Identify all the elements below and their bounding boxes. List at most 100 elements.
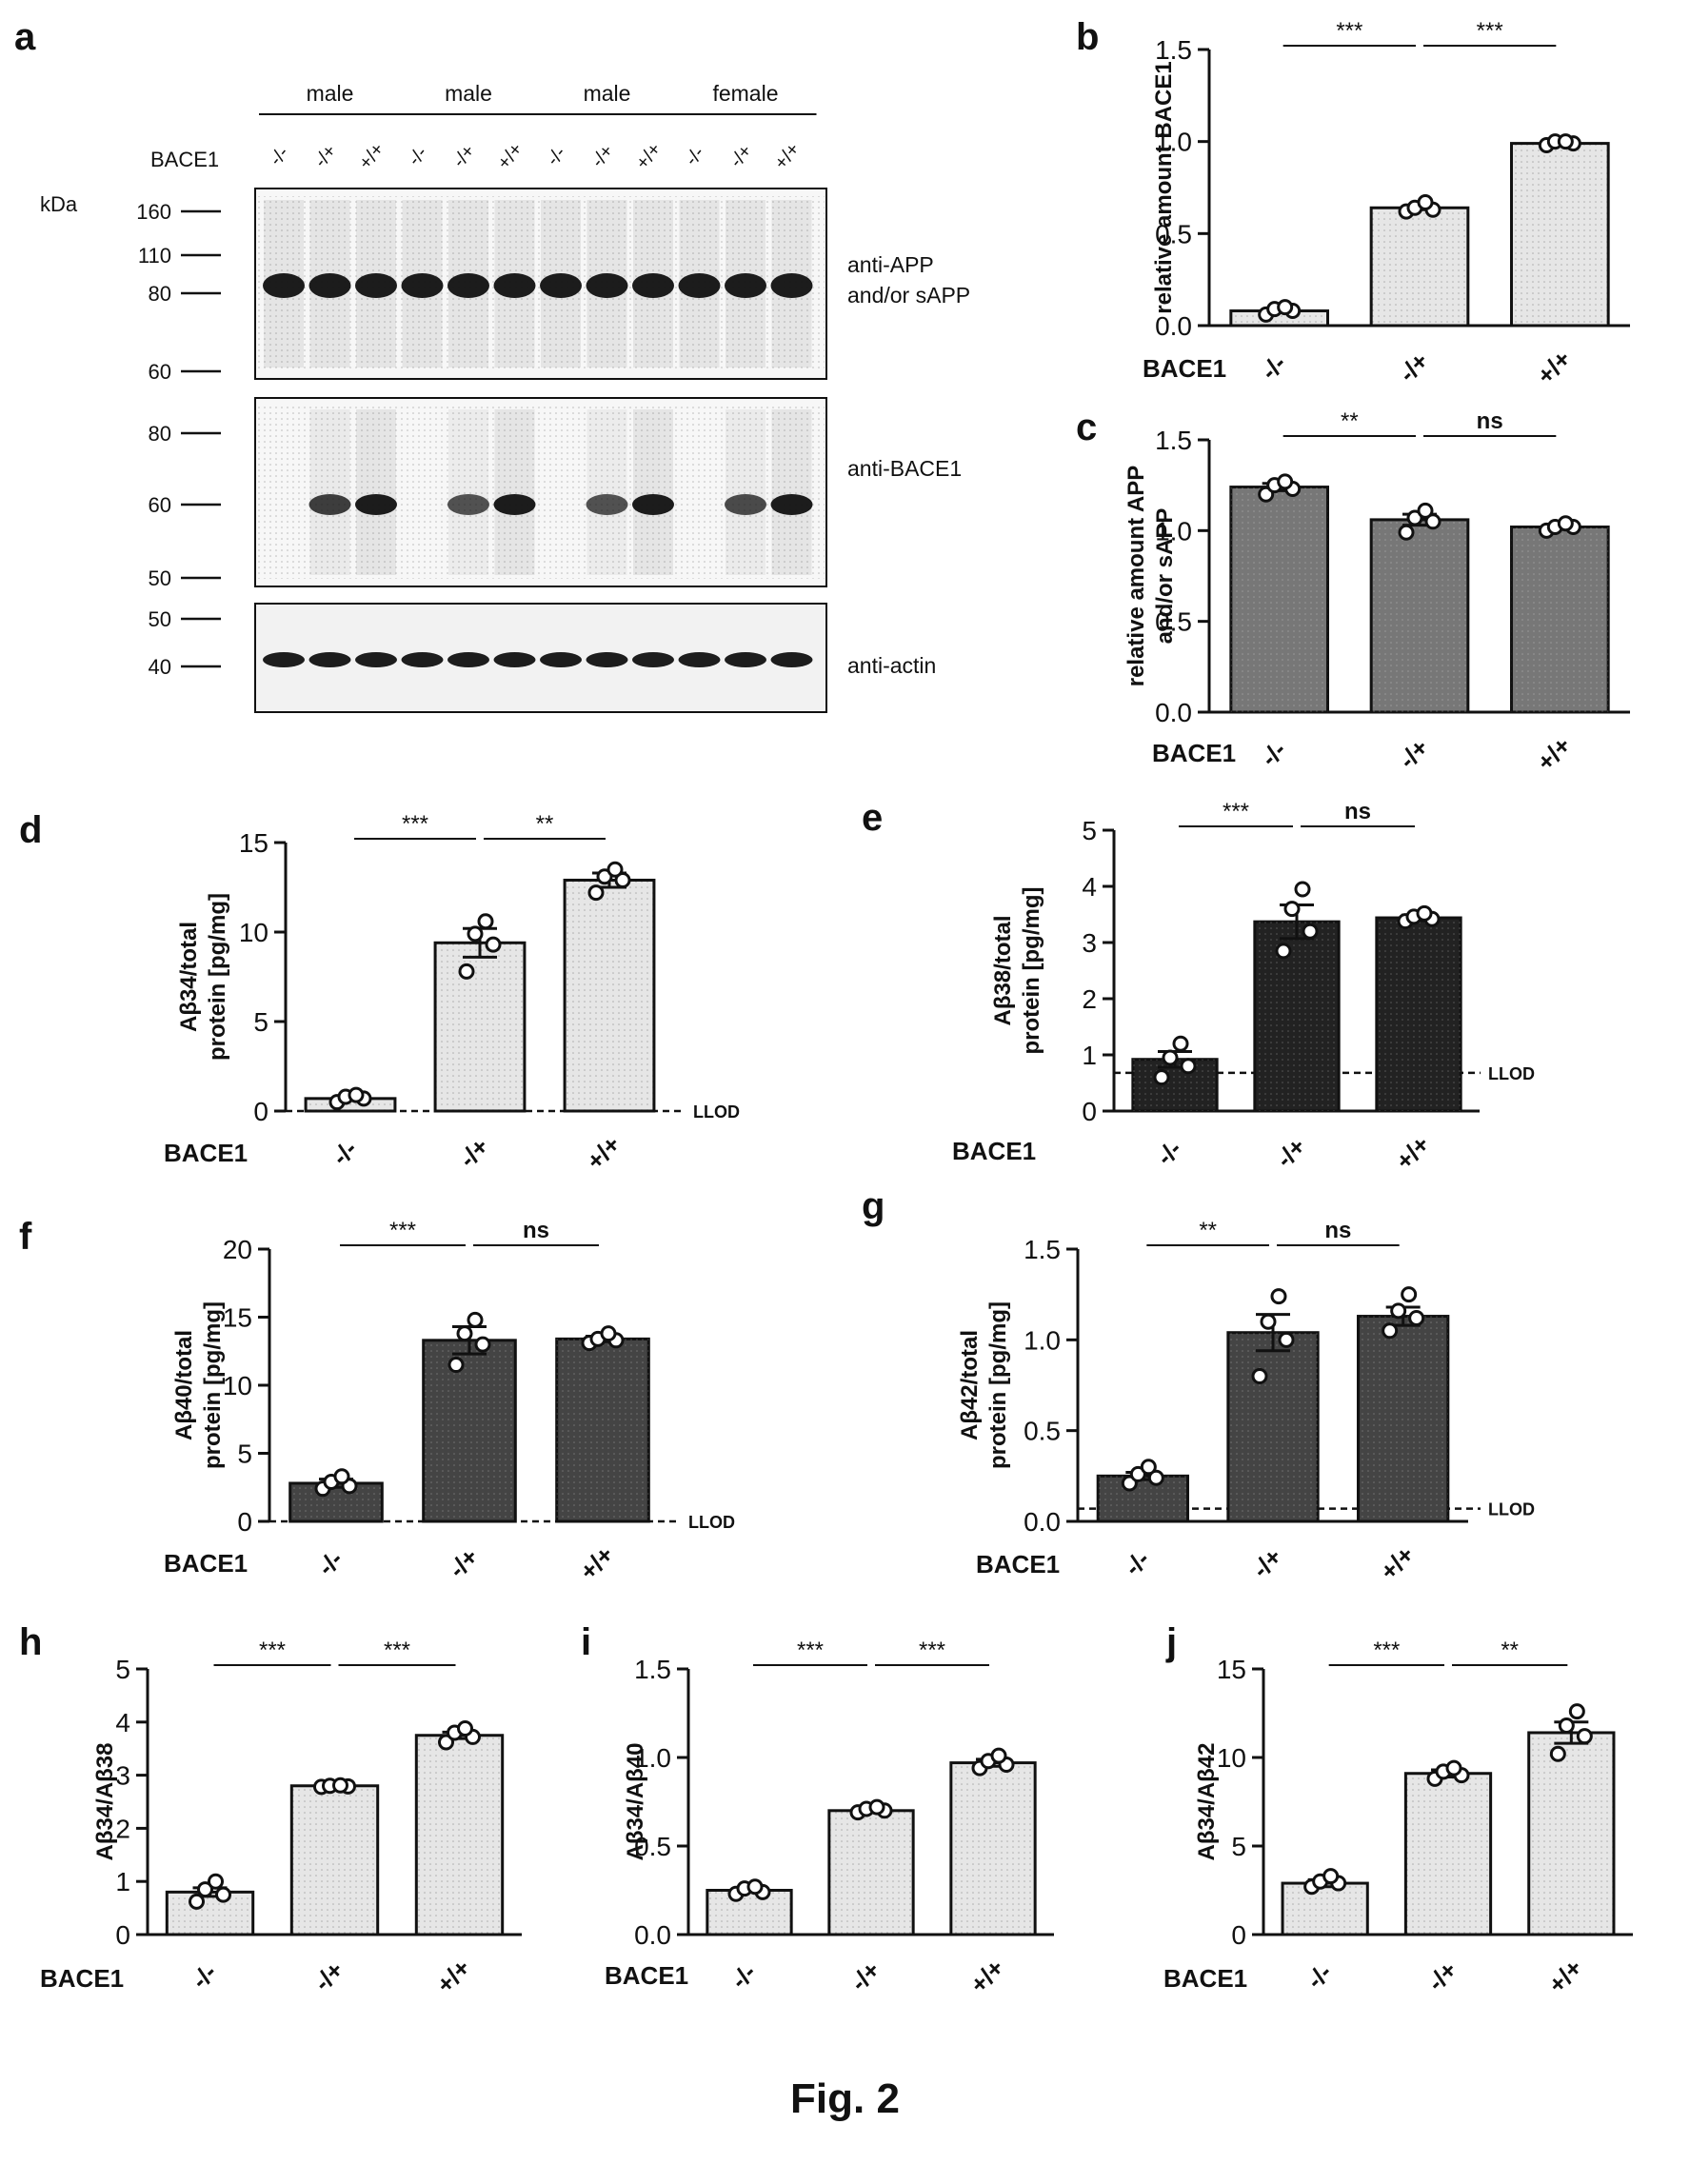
data-point bbox=[447, 1357, 465, 1374]
marker-label: 40 bbox=[149, 655, 171, 679]
blot-band bbox=[263, 652, 305, 667]
bar-texture bbox=[435, 943, 525, 1111]
y-axis-label-line: Aβ34/Aβ38 bbox=[92, 1742, 118, 1860]
bar-texture bbox=[1282, 1883, 1368, 1935]
antibody-label: anti-APP bbox=[847, 252, 934, 277]
x-tick-label: +/+ bbox=[1531, 345, 1577, 390]
y-tick-label: 3 bbox=[1082, 928, 1097, 958]
data-point bbox=[1283, 901, 1301, 918]
data-point bbox=[1277, 299, 1294, 316]
significance-label: ** bbox=[1199, 1218, 1217, 1243]
blot-band bbox=[540, 652, 582, 667]
x-tick-label: -/+ bbox=[845, 1956, 885, 1996]
x-tick-label: -/- bbox=[725, 1957, 762, 1995]
significance-label: ns bbox=[1344, 799, 1371, 824]
chart-panel-i: i 0.0 0.5 1.0 1.5 Aβ34/Aβ40 -/- -/+ +/+ BACE1 *** *… bbox=[581, 1621, 1054, 1999]
y-tick-label: 0.5 bbox=[634, 1832, 671, 1861]
y-tick-label: 0 bbox=[253, 1097, 268, 1126]
data-point bbox=[467, 925, 484, 943]
bar-texture bbox=[1371, 208, 1468, 326]
blot-band bbox=[586, 273, 628, 298]
lane-genotype-label: -/- bbox=[543, 143, 570, 170]
y-axis-label-line: Aβ40/total bbox=[171, 1330, 197, 1440]
data-point bbox=[197, 1881, 213, 1898]
x-tick-label: -/- bbox=[311, 1544, 348, 1581]
blot-band bbox=[770, 652, 813, 667]
chart-panel-f: f 0 5 10 15 20 Aβ40/total protein [pg/mg] LLOD -/… bbox=[19, 1216, 735, 1586]
data-point bbox=[456, 1325, 473, 1342]
data-point bbox=[746, 1878, 764, 1896]
y-tick-label: 4 bbox=[1082, 872, 1097, 902]
blot-band bbox=[447, 494, 489, 515]
x-axis-label: BACE1 bbox=[40, 1964, 124, 1993]
bar-texture bbox=[416, 1735, 503, 1935]
x-axis-label: BACE1 bbox=[1143, 354, 1226, 383]
y-tick-label: 1.0 bbox=[1024, 1325, 1061, 1355]
y-axis-label: Aβ34/Aβ38 bbox=[92, 1742, 118, 1860]
blot-band bbox=[725, 652, 766, 667]
data-point bbox=[333, 1468, 350, 1485]
y-tick-label: 5 bbox=[253, 1007, 268, 1037]
y-tick-label: 0.0 bbox=[1024, 1507, 1061, 1537]
y-axis-label-line: protein [pg/mg] bbox=[200, 1301, 226, 1469]
bar-texture bbox=[1371, 519, 1468, 712]
y-tick-label: 0.0 bbox=[634, 1920, 671, 1950]
bar-texture bbox=[1511, 526, 1609, 712]
kda-label: kDa bbox=[40, 192, 78, 216]
blot-band bbox=[725, 494, 766, 515]
data-point bbox=[1424, 513, 1441, 530]
blot-band bbox=[401, 273, 444, 298]
data-point bbox=[1147, 1469, 1164, 1486]
data-point bbox=[1408, 1309, 1425, 1326]
antibody-label: anti-BACE1 bbox=[847, 456, 962, 481]
y-tick-label: 20 bbox=[223, 1235, 252, 1264]
llod-label: LLOD bbox=[693, 1102, 740, 1122]
llod-label: LLOD bbox=[1488, 1500, 1535, 1519]
significance-label: ns bbox=[1324, 1218, 1351, 1243]
y-axis-label: Aβ40/total protein [pg/mg] bbox=[171, 1301, 226, 1469]
y-tick-label: 15 bbox=[239, 828, 268, 858]
bar-texture bbox=[167, 1892, 253, 1935]
data-point bbox=[458, 963, 475, 980]
bar-texture bbox=[950, 1762, 1036, 1935]
data-point bbox=[467, 1311, 484, 1328]
blot-band bbox=[493, 652, 536, 667]
y-tick-label: 5 bbox=[1231, 1832, 1246, 1861]
y-tick-label: 5 bbox=[1082, 816, 1097, 845]
antibody-label: anti-actin bbox=[847, 653, 936, 678]
x-tick-label: -/+ bbox=[443, 1542, 484, 1583]
data-point bbox=[1162, 1049, 1179, 1066]
x-tick-label: -/- bbox=[1119, 1544, 1156, 1581]
panel-letter: i bbox=[581, 1621, 591, 1663]
y-axis-label-line: and/or sAPP bbox=[1152, 508, 1178, 645]
data-point bbox=[1576, 1728, 1593, 1745]
y-tick-label: 0.0 bbox=[1155, 311, 1192, 341]
y-tick-label: 5 bbox=[237, 1439, 252, 1469]
group-label: female bbox=[712, 81, 778, 106]
marker-label: 50 bbox=[149, 607, 171, 631]
y-tick-label: 2 bbox=[115, 1814, 130, 1843]
bar-texture bbox=[1098, 1476, 1188, 1521]
data-point bbox=[1251, 1367, 1268, 1384]
bar-texture bbox=[1528, 1732, 1614, 1935]
data-point bbox=[596, 868, 613, 885]
significance-label: ns bbox=[523, 1218, 549, 1243]
x-tick-label: -/- bbox=[1255, 735, 1292, 772]
blot-band bbox=[355, 273, 397, 298]
x-tick-label: -/+ bbox=[1393, 347, 1434, 387]
x-tick-label: +/+ bbox=[1390, 1130, 1436, 1176]
x-tick-label: +/+ bbox=[574, 1540, 620, 1586]
marker-label: 60 bbox=[149, 493, 171, 517]
y-tick-label: 1.5 bbox=[1155, 35, 1192, 65]
x-axis-label: BACE1 bbox=[164, 1549, 248, 1578]
chart-panel-g: g 0.0 0.5 1.0 1.5 Aβ42/total protein [pg/mg] LL… bbox=[862, 1185, 1535, 1586]
blot-band bbox=[308, 273, 351, 298]
bar-texture bbox=[423, 1340, 516, 1521]
panel-letter: j bbox=[1165, 1621, 1177, 1663]
blot-smear bbox=[309, 409, 350, 575]
blot-band bbox=[586, 494, 628, 515]
x-tick-label: +/+ bbox=[1542, 1954, 1588, 1999]
significance-label: *** bbox=[1373, 1638, 1400, 1663]
